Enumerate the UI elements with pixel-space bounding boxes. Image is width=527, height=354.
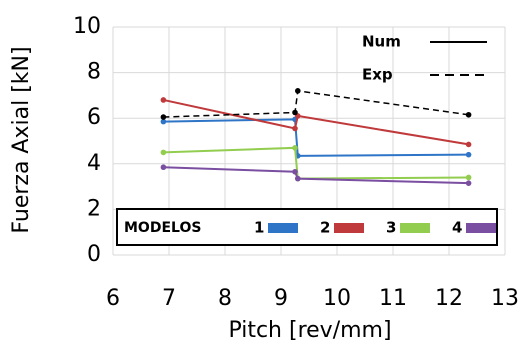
x-axis-label: Pitch [rev/mm]	[228, 318, 391, 343]
legend-label: Num	[362, 33, 401, 51]
series-line	[163, 166, 469, 185]
legend-swatch	[268, 223, 298, 233]
x-tick-label: 9	[274, 286, 288, 311]
point	[292, 125, 298, 132]
y-tick-label: 2	[87, 196, 101, 221]
point	[160, 114, 167, 120]
point	[465, 180, 472, 186]
x-tick-label: 7	[162, 286, 176, 311]
point	[292, 168, 298, 175]
x-tick-label: 10	[323, 286, 351, 311]
y-tick-label: 6	[87, 105, 101, 130]
point	[465, 111, 472, 118]
x-tick-label: 8	[218, 286, 232, 311]
point	[160, 118, 167, 125]
x-tick-label: 6	[106, 286, 120, 311]
legend-title: MODELOS	[124, 220, 201, 236]
point	[295, 175, 301, 182]
point	[160, 164, 167, 171]
legend-label: 3	[386, 219, 396, 237]
legend-label: Exp	[362, 66, 393, 84]
series-line	[163, 118, 469, 157]
x-tick-label: 12	[435, 286, 463, 311]
y-tick-label: 8	[87, 60, 101, 85]
y-tick-label: 10	[73, 14, 101, 39]
point	[465, 151, 472, 158]
point	[160, 149, 167, 156]
point	[292, 145, 298, 151]
y-axis-label: Fuerza Axial [kN]	[9, 46, 34, 233]
legend-label: 2	[320, 219, 330, 237]
y-tick-label: 0	[87, 242, 101, 267]
legend-label: 4	[452, 219, 462, 237]
legend-swatch	[334, 223, 364, 233]
legend-swatch	[400, 223, 430, 233]
series-line	[163, 146, 469, 180]
point	[465, 174, 472, 181]
legend-swatch	[466, 223, 496, 233]
legend-box	[116, 208, 498, 246]
legend-label: 1	[254, 219, 264, 237]
point	[292, 109, 298, 116]
point	[160, 97, 167, 103]
y-tick-label: 4	[87, 151, 101, 176]
series-line	[163, 98, 469, 146]
x-tick-label: 11	[379, 286, 407, 311]
series-line	[163, 89, 469, 118]
point	[465, 141, 472, 148]
x-tick-label: 13	[491, 286, 519, 311]
point	[295, 88, 301, 94]
